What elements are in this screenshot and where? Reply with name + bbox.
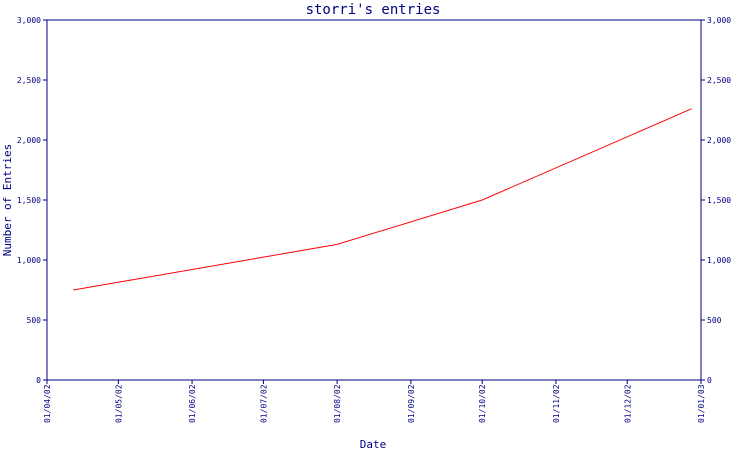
y-tick-label-left: 0 [36, 376, 41, 385]
y-tick-label-right: 2,000 [707, 136, 731, 145]
plot-border [46, 19, 702, 381]
x-tick-label: 01/07/02 [259, 384, 268, 423]
x-tick-label: 01/12/02 [623, 384, 632, 423]
y-tick-label-left: 3,000 [17, 16, 41, 25]
y-tick-label-left: 500 [27, 316, 42, 325]
chart-title: storri's entries [306, 2, 441, 18]
x-axis-label: Date [360, 438, 387, 450]
x-tick-label: 01/11/02 [552, 384, 561, 423]
x-tick-label: 01/08/02 [333, 384, 342, 423]
x-tick-label: 01/06/02 [188, 384, 197, 423]
x-tick-label: 01/09/02 [407, 384, 416, 423]
plot-frame [46, 19, 702, 381]
y-tick-label-left: 1,000 [17, 256, 41, 265]
series-group [73, 108, 692, 291]
y-axis-label: Number of Entries [1, 144, 14, 257]
y-axis-left: 0 500 1,000 1,500 2,000 2,500 3,000 [17, 16, 47, 385]
x-axis: 01/04/02 01/05/02 01/06/02 01/07/02 01/08/02… [43, 380, 706, 423]
y-axis-right: 0 500 1,000 1,500 2,000 2,500 3,000 [701, 16, 731, 385]
y-tick-label-right: 1,000 [707, 256, 731, 265]
y-tick-label-right: 500 [707, 316, 722, 325]
x-tick-label: 01/01/03 [697, 384, 706, 423]
y-tick-label-right: 2,500 [707, 76, 731, 85]
x-tick-label: 01/05/02 [114, 384, 123, 423]
y-tick-label-right: 1,500 [707, 196, 731, 205]
y-tick-label-left: 1,500 [17, 196, 41, 205]
series-line [73, 108, 692, 291]
x-tick-label: 01/04/02 [43, 384, 52, 423]
y-tick-label-right: 0 [707, 376, 712, 385]
y-tick-label-right: 3,000 [707, 16, 731, 25]
x-tick-label: 01/10/02 [478, 384, 487, 423]
y-tick-label-left: 2,000 [17, 136, 41, 145]
y-tick-label-left: 2,500 [17, 76, 41, 85]
